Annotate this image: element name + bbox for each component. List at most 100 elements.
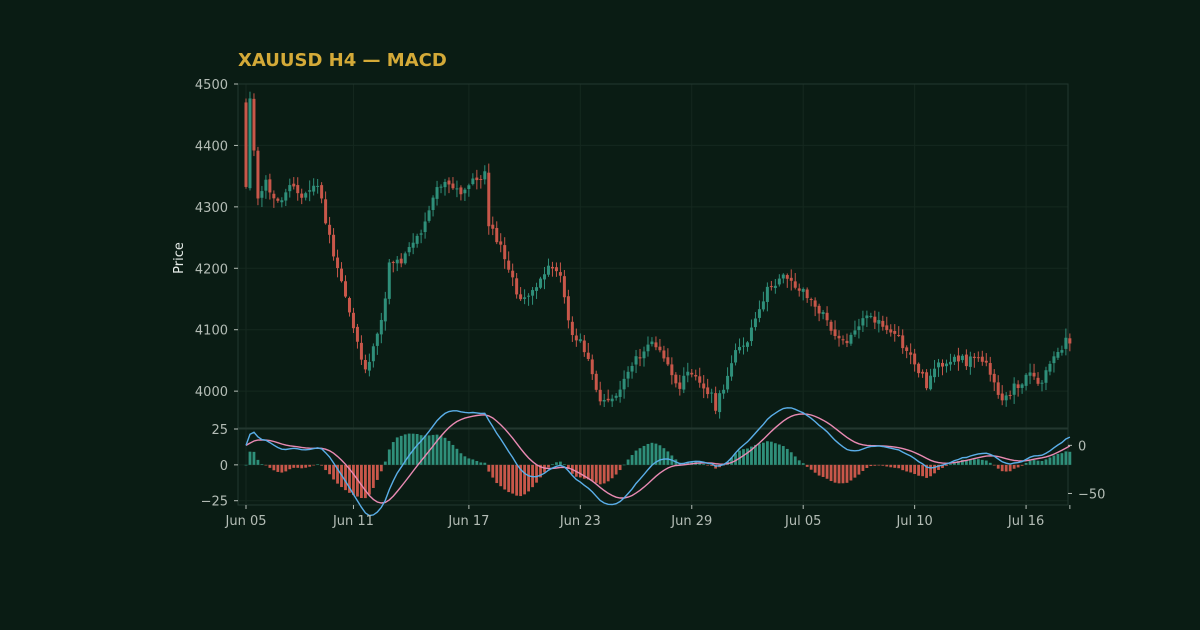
candle-body — [841, 339, 845, 341]
candle — [578, 333, 582, 343]
histogram-bar — [407, 433, 411, 465]
candle-body — [252, 98, 256, 151]
histogram-bar — [268, 464, 272, 468]
candle — [336, 249, 340, 278]
candle-body — [463, 189, 467, 194]
candle — [519, 287, 523, 302]
histogram-bar — [901, 464, 905, 471]
histogram-bar — [419, 435, 423, 465]
candle — [300, 188, 304, 205]
histogram-bar — [471, 459, 475, 465]
axis-ticks: 4000 4100 4200 4300 4400 4500 −25 0 25 −50 0 Jun 05… — [195, 78, 1106, 529]
candle-body — [415, 235, 419, 244]
candle-body — [698, 376, 702, 383]
candle-body — [948, 361, 952, 365]
candle-body — [710, 392, 714, 394]
histogram-bar — [805, 464, 809, 467]
candle-body — [363, 360, 367, 370]
histogram-bar — [431, 434, 435, 465]
histogram-bar — [929, 464, 932, 477]
histogram-bar — [730, 457, 733, 465]
candle-body — [1020, 384, 1024, 388]
histogram-bar — [276, 464, 280, 472]
candle — [853, 320, 857, 337]
histogram-bar — [813, 464, 817, 473]
candle — [841, 335, 845, 345]
candle-body — [284, 192, 288, 201]
candle-body — [1036, 377, 1040, 384]
histogram-bar — [252, 451, 256, 465]
candle — [960, 354, 964, 363]
candle — [419, 229, 423, 244]
candle — [694, 369, 698, 381]
histogram-bar — [837, 464, 841, 484]
candle — [622, 370, 626, 399]
candle-body — [550, 266, 554, 269]
candle-body — [853, 330, 857, 335]
candle-body — [268, 179, 272, 193]
candle-body — [960, 355, 964, 361]
candle — [785, 273, 789, 288]
candle — [618, 380, 622, 403]
histogram-bar — [817, 464, 821, 476]
candle-body — [355, 326, 359, 342]
candle — [570, 316, 574, 342]
candle-body — [499, 241, 503, 245]
histogram-bar — [356, 464, 359, 497]
candle-body — [801, 288, 805, 292]
candle-body — [1048, 363, 1052, 372]
candle — [1036, 372, 1040, 386]
candle-body — [722, 389, 726, 394]
candle — [363, 354, 367, 374]
candle-body — [881, 320, 885, 327]
candle — [507, 251, 511, 273]
candle-body — [714, 393, 718, 411]
candle-body — [925, 372, 929, 389]
candle — [976, 351, 980, 362]
histogram-bar — [1020, 464, 1024, 466]
candle-body — [785, 275, 789, 279]
candle-body — [837, 335, 841, 339]
candle-body — [817, 305, 821, 314]
candle-body — [877, 320, 881, 324]
candle-body — [734, 350, 738, 363]
macd-panel-frame — [237, 428, 1069, 506]
candle — [933, 359, 937, 383]
candle-body — [602, 399, 606, 402]
histogram-bar — [463, 456, 467, 465]
candle-body — [574, 335, 578, 341]
candle-body — [546, 265, 550, 275]
candle — [264, 175, 268, 199]
histogram-bar — [754, 444, 757, 465]
candle-body — [964, 354, 968, 367]
histogram-bar — [371, 464, 375, 488]
candle — [745, 341, 749, 352]
candle-body — [944, 363, 948, 367]
candle — [1052, 351, 1056, 373]
candle — [1008, 390, 1012, 400]
histogram-bar — [992, 464, 996, 466]
candle — [590, 354, 594, 380]
candle — [431, 195, 435, 217]
candle-body — [300, 193, 304, 198]
candle-body — [809, 299, 813, 301]
histogram-bar — [1000, 464, 1004, 472]
candle-body — [1004, 395, 1008, 401]
candle-body — [793, 281, 797, 288]
candle — [359, 335, 363, 365]
candle — [773, 279, 777, 294]
candle — [375, 332, 379, 355]
time-tick-label: Jun 11 — [332, 514, 374, 529]
histogram-bar — [304, 464, 308, 468]
candle — [1040, 379, 1044, 392]
candle-body — [905, 347, 909, 351]
histogram-bar — [650, 442, 654, 465]
candle-body — [646, 344, 650, 352]
candle-body — [264, 179, 268, 191]
candle — [515, 272, 519, 299]
candle — [531, 287, 535, 305]
candle — [742, 337, 745, 355]
candle — [455, 180, 459, 198]
candle-body — [304, 193, 308, 198]
histogram-bar — [455, 448, 459, 465]
